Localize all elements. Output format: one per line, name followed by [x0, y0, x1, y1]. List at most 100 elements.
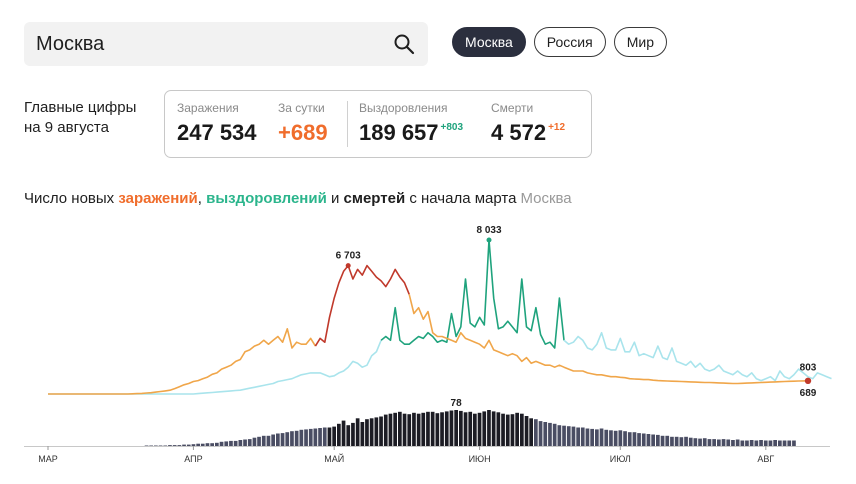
deaths-bar	[529, 418, 533, 446]
cases-chart: 6 703 8 033 78 803 689 12 МАР АПР МАЙ ИЮН ИЮЛ АВГ	[24, 210, 832, 464]
deaths-bar	[515, 412, 519, 446]
deaths-bar	[778, 440, 782, 446]
deaths-bar	[435, 413, 440, 446]
stat-recoveries: Выздоровления 189 657 +803	[359, 101, 463, 146]
chart-title: Число новых заражений, выздоровлений и с…	[24, 190, 572, 207]
deaths-bar	[698, 438, 702, 446]
recoveries-last-label: 803	[800, 363, 817, 374]
deaths-bar	[412, 412, 416, 446]
deaths-bar	[782, 440, 787, 446]
deaths-last-label: 12	[802, 210, 814, 213]
deaths-bar	[346, 425, 351, 446]
stat-daily-label: За сутки	[278, 101, 325, 115]
deaths-bar	[552, 423, 557, 446]
tab-world[interactable]: Мир	[613, 27, 667, 57]
deaths-bar	[721, 439, 726, 446]
deaths-bar	[398, 411, 402, 446]
search-input[interactable]	[36, 22, 376, 66]
deaths-bar	[182, 444, 186, 446]
deaths-bar	[440, 412, 444, 446]
deaths-bar	[247, 439, 252, 446]
deaths-bar	[562, 425, 566, 446]
deaths-bar	[468, 411, 473, 446]
deaths-bar	[224, 441, 229, 446]
deaths-bar	[351, 422, 355, 446]
deaths-bar	[280, 433, 285, 446]
deaths-bar	[735, 439, 740, 446]
deaths-bar	[627, 432, 632, 446]
deaths-bar	[388, 413, 393, 446]
infections-line	[408, 294, 809, 385]
deaths-bar	[496, 412, 501, 446]
search-box	[24, 22, 428, 66]
deaths-bar	[717, 439, 721, 446]
deaths-bar	[304, 429, 308, 446]
infections-last-label: 689	[800, 388, 817, 399]
deaths-bar	[383, 414, 388, 446]
deaths-bar	[763, 440, 768, 446]
deaths-bar	[215, 442, 219, 446]
deaths-bar	[459, 410, 463, 446]
infections-line	[48, 328, 317, 395]
deaths-bar	[243, 439, 247, 446]
deaths-bar	[670, 436, 674, 446]
stat-infections-value: 247 534	[177, 120, 257, 145]
deaths-bar	[623, 431, 627, 446]
deaths-bar	[154, 445, 158, 446]
headline-line-1: Главные цифры	[24, 99, 137, 116]
deaths-bar	[261, 435, 266, 446]
deaths-bar	[219, 441, 224, 446]
deaths-bar	[360, 422, 365, 446]
deaths-bar	[379, 416, 383, 446]
x-tick-label: АПР	[184, 454, 202, 464]
deaths-bar	[674, 436, 679, 446]
stat-infections-label: Заражения	[177, 101, 239, 115]
stat-recoveries-delta: +803	[440, 122, 464, 133]
tab-russia[interactable]: Россия	[533, 27, 606, 57]
deaths-bar	[421, 412, 426, 446]
deaths-bar	[416, 413, 421, 446]
region-tabs: Москва Россия Мир	[452, 27, 667, 57]
deaths-bar	[369, 418, 374, 446]
x-axis: МАР АПР МАЙ ИЮН ИЮЛ АВГ	[24, 446, 830, 464]
deaths-bar	[773, 440, 777, 446]
deaths-bar	[534, 419, 538, 446]
search-icon[interactable]	[392, 32, 416, 56]
x-tick-label: ИЮЛ	[610, 454, 631, 464]
deaths-bar	[196, 443, 200, 446]
deaths-bar	[426, 411, 430, 446]
x-tick-label: МАР	[38, 454, 58, 464]
deaths-bar	[543, 422, 548, 446]
deaths-bar	[444, 411, 449, 446]
deaths-bar	[731, 440, 735, 446]
deaths-bar	[271, 434, 275, 446]
stat-daily-value: +689	[278, 120, 328, 145]
deaths-bar	[618, 430, 623, 446]
deaths-bar	[792, 440, 796, 446]
infections-line	[314, 264, 410, 347]
deaths-bar	[613, 430, 618, 446]
deaths-bar	[745, 440, 749, 446]
deaths-bar	[599, 428, 604, 446]
stat-deaths-delta: +12	[548, 122, 566, 133]
chart-title-prefix: Число новых	[24, 190, 119, 207]
deaths-bar	[665, 435, 670, 446]
deaths-bar	[482, 411, 487, 446]
tab-moscow[interactable]: Москва	[452, 27, 526, 57]
deaths-bar	[487, 410, 491, 446]
deaths-bar	[505, 414, 510, 446]
deaths-bar	[787, 440, 792, 446]
deaths-bar	[327, 427, 332, 446]
deaths-bar	[580, 427, 585, 446]
recoveries-line	[380, 239, 565, 349]
deaths-peak-label: 78	[451, 398, 463, 409]
deaths-bar	[684, 436, 688, 446]
deaths-bar	[374, 417, 379, 446]
stat-recoveries-label: Выздоровления	[359, 101, 448, 115]
deaths-bar	[693, 438, 698, 446]
deaths-bar	[186, 444, 191, 446]
deaths-bar	[299, 429, 304, 446]
chart-title-sep-1: ,	[197, 190, 207, 207]
deaths-bar	[491, 411, 496, 446]
deaths-bar	[191, 444, 196, 446]
